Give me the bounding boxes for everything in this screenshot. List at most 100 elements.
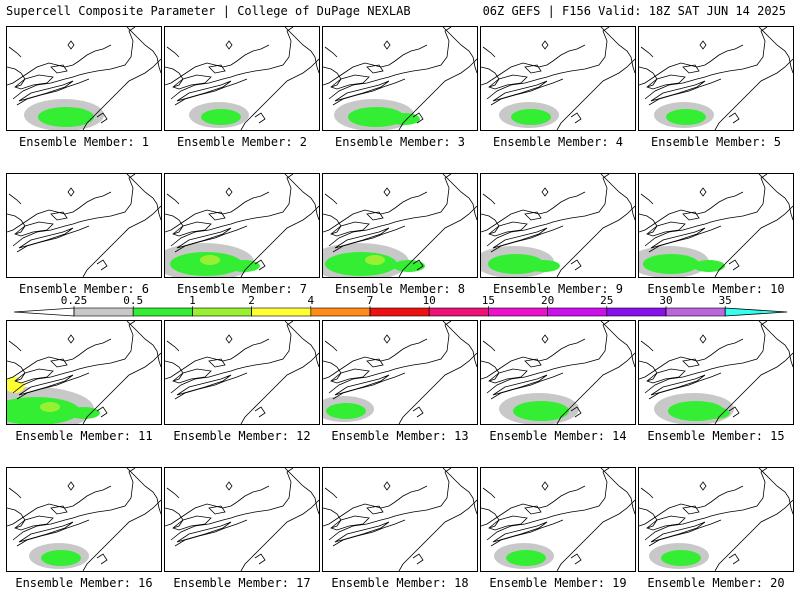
great-lake-outline bbox=[646, 74, 686, 90]
boundary-line bbox=[7, 44, 112, 86]
ensemble-map-panel bbox=[638, 320, 794, 425]
boundary-line bbox=[126, 27, 161, 74]
boundary-line bbox=[323, 44, 428, 86]
scp-contour-fill bbox=[326, 403, 366, 419]
boundary-line bbox=[639, 485, 744, 527]
ensemble-member-label: Ensemble Member: 18 bbox=[331, 576, 469, 590]
boundary-line bbox=[254, 259, 266, 271]
scp-contour-fill bbox=[661, 550, 701, 566]
ensemble-member-label: Ensemble Member: 8 bbox=[334, 282, 466, 296]
diamond-marker-icon bbox=[67, 187, 75, 197]
map-svg bbox=[639, 174, 793, 277]
diamond-marker-icon bbox=[225, 187, 233, 197]
boundary-line bbox=[639, 44, 744, 86]
boundary-line bbox=[570, 259, 582, 271]
boundary-line bbox=[481, 338, 586, 380]
boundary-line bbox=[560, 27, 610, 74]
boundary-line bbox=[8, 193, 22, 205]
boundary-line bbox=[254, 406, 266, 418]
boundary-line bbox=[412, 112, 424, 124]
boundary-line bbox=[240, 352, 319, 424]
boundary-line bbox=[284, 468, 319, 515]
great-lake-outline bbox=[330, 74, 370, 90]
scp-contour-fill bbox=[393, 260, 425, 272]
boundary-line bbox=[7, 360, 26, 382]
colorbar-segment bbox=[251, 307, 312, 317]
boundary-line bbox=[728, 112, 740, 124]
ensemble-map-panel bbox=[6, 26, 162, 131]
colorbar-right-arrow bbox=[724, 307, 788, 317]
boundary-line bbox=[12, 366, 88, 394]
boundary-line bbox=[165, 338, 270, 380]
boundary-line bbox=[16, 225, 90, 253]
map-svg bbox=[7, 468, 161, 571]
scp-contour-fill bbox=[533, 407, 565, 419]
boundary-line bbox=[728, 553, 740, 565]
boundary-line bbox=[7, 213, 26, 235]
great-lake-outline bbox=[14, 74, 54, 90]
ensemble-map-panel bbox=[6, 320, 162, 425]
boundary-line bbox=[486, 513, 562, 541]
scp-contour-fill bbox=[666, 109, 706, 125]
diamond-marker-icon bbox=[225, 40, 233, 50]
ensemble-member-label: Ensemble Member: 7 bbox=[176, 282, 308, 296]
boundary-line bbox=[165, 507, 184, 529]
boundary-line bbox=[728, 259, 740, 271]
colorbar-segment bbox=[606, 307, 667, 317]
boundary-line bbox=[481, 191, 586, 233]
boundary-line bbox=[332, 519, 406, 547]
boundary-line bbox=[398, 352, 477, 424]
boundary-line bbox=[648, 78, 722, 106]
boundary-line bbox=[328, 513, 404, 541]
boundary-line bbox=[166, 193, 180, 205]
scp-contour-fill bbox=[511, 109, 551, 125]
boundary-line bbox=[12, 513, 88, 541]
boundary-line bbox=[402, 321, 452, 368]
boundary-line bbox=[486, 366, 562, 394]
great-lake-outline bbox=[14, 221, 54, 237]
boundary-line bbox=[490, 78, 564, 106]
colorbar-tick-label: 4 bbox=[307, 294, 314, 307]
boundary-line bbox=[165, 213, 184, 235]
boundary-line bbox=[560, 468, 610, 515]
boundary-line bbox=[332, 225, 406, 253]
diamond-marker-icon bbox=[699, 187, 707, 197]
ensemble-member-label: Ensemble Member: 13 bbox=[331, 429, 469, 443]
boundary-line bbox=[412, 406, 424, 418]
boundary-line bbox=[284, 174, 319, 221]
boundary-line bbox=[244, 468, 294, 515]
ensemble-map-panel bbox=[164, 320, 320, 425]
boundary-line bbox=[718, 174, 768, 221]
great-lake-outline bbox=[208, 505, 226, 515]
boundary-line bbox=[600, 468, 635, 515]
boundary-line bbox=[648, 519, 722, 547]
map-svg bbox=[323, 174, 477, 277]
boundary-line bbox=[718, 27, 768, 74]
boundary-line bbox=[170, 366, 246, 394]
boundary-line bbox=[412, 553, 424, 565]
boundary-line bbox=[556, 499, 635, 571]
diamond-marker-icon bbox=[383, 40, 391, 50]
boundary-line bbox=[714, 499, 793, 571]
diamond-marker-icon bbox=[699, 40, 707, 50]
boundary-line bbox=[165, 191, 270, 233]
boundary-line bbox=[324, 193, 338, 205]
colorbar-segment bbox=[310, 307, 371, 317]
colorbar-segment bbox=[192, 307, 252, 317]
ensemble-member-label: Ensemble Member: 4 bbox=[492, 135, 624, 149]
boundary-line bbox=[648, 372, 722, 400]
diamond-marker-icon bbox=[225, 334, 233, 344]
ensemble-member-label: Ensemble Member: 15 bbox=[647, 429, 785, 443]
great-lake-outline bbox=[682, 358, 700, 368]
boundary-line bbox=[560, 321, 610, 368]
scp-contour-fill bbox=[40, 402, 60, 412]
boundary-line bbox=[12, 219, 88, 247]
great-lake-outline bbox=[172, 515, 212, 531]
great-lake-outline bbox=[14, 515, 54, 531]
boundary-line bbox=[8, 46, 22, 58]
boundary-line bbox=[490, 372, 564, 400]
boundary-line bbox=[481, 360, 500, 382]
boundary-line bbox=[481, 507, 500, 529]
boundary-line bbox=[96, 553, 108, 565]
ensemble-map-panel bbox=[6, 173, 162, 278]
